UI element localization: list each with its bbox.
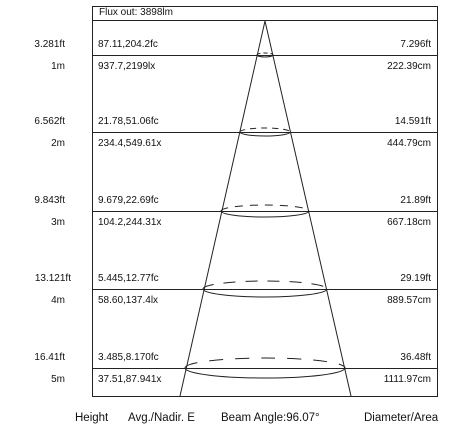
beam-ellipse-5m [184, 357, 346, 379]
avg-fc-3: 9.679,22.69fc [98, 195, 159, 206]
height-ft-5: 16.41ft [34, 352, 65, 363]
diam-ft-4: 29.19ft [400, 273, 431, 284]
footer-height-label: Height [75, 412, 109, 424]
footer-diameter-area-label: Diameter/Area [364, 412, 439, 424]
beam-edge-right [264, 20, 352, 397]
beam-ellipse-2m [239, 127, 291, 137]
avg-fc-1: 87.11,204.2fc [98, 39, 158, 50]
avg-lx-3: 104.2,244.31x [98, 217, 162, 228]
diagram-frame [92, 6, 438, 397]
height-ft-3: 9.843ft [34, 195, 65, 206]
diam-cm-2: 444.79cm [387, 138, 431, 149]
diam-cm-5: 1111.97cm [383, 374, 431, 385]
footer-avg-nadir-label: Avg./Nadir. E [128, 412, 195, 424]
height-m-1: 1m [51, 61, 65, 72]
avg-lx-5: 37.51,87.941x [98, 374, 162, 385]
beam-ellipse-1m [256, 52, 274, 58]
diam-cm-1: 222.39cm [387, 61, 431, 72]
height-m-3: 3m [51, 217, 65, 228]
flux-out-label: Flux out: 3898lm [99, 7, 173, 18]
diam-ft-1: 7.296ft [400, 39, 431, 50]
height-ft-4: 13.121ft [34, 273, 71, 284]
diam-ft-5: 36.48ft [400, 352, 431, 363]
avg-fc-4: 5.445,12.77fc [98, 273, 159, 284]
height-ft-2: 6.562ft [34, 116, 65, 127]
height-ft-1: 3.281ft [34, 39, 65, 50]
beam-edge-left [179, 20, 266, 397]
avg-fc-2: 21.78,51.06fc [98, 116, 159, 127]
height-m-4: 4m [51, 295, 65, 306]
avg-fc-5: 3.485,8.170fc [98, 352, 159, 363]
beam-ellipse-3m [220, 204, 310, 218]
avg-lx-1: 937.7,2199lx [98, 61, 156, 72]
avg-lx-2: 234.4,549.61x [98, 138, 162, 149]
height-m-2: 2m [51, 138, 65, 149]
diam-cm-4: 889.57cm [387, 295, 431, 306]
avg-lx-4: 58.60,137.4lx [98, 295, 159, 306]
beam-ellipse-4m [202, 280, 328, 298]
height-m-5: 5m [51, 374, 65, 385]
diam-ft-2: 14.591ft [394, 116, 431, 127]
footer-beam-angle-label: Beam Angle:96.07° [221, 412, 320, 424]
diam-cm-3: 667.18cm [387, 217, 431, 228]
diam-ft-3: 21.89ft [400, 195, 431, 206]
